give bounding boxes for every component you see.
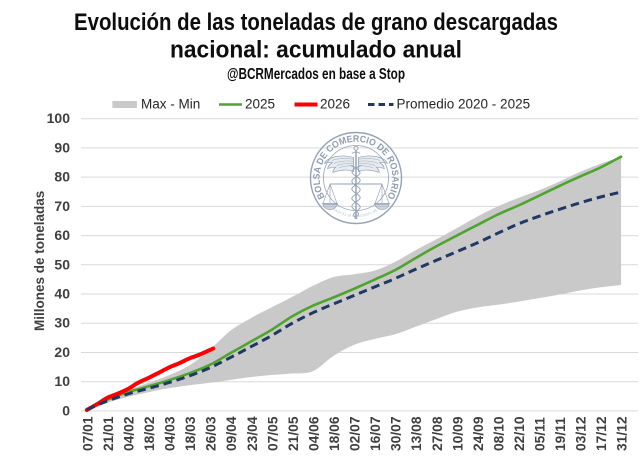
svg-text:30: 30	[54, 315, 70, 331]
svg-text:Millones de toneladas: Millones de toneladas	[32, 191, 47, 331]
svg-text:21/01: 21/01	[101, 416, 116, 451]
svg-text:90: 90	[54, 139, 70, 155]
svg-text:19/11: 19/11	[553, 417, 568, 451]
svg-text:03/12: 03/12	[574, 416, 589, 451]
svg-text:24/09: 24/09	[471, 416, 486, 451]
svg-text:26/03: 26/03	[204, 416, 219, 451]
svg-text:60: 60	[54, 227, 70, 243]
svg-text:80: 80	[54, 169, 70, 185]
svg-text:04/06: 04/06	[307, 416, 322, 451]
svg-text:16/07: 16/07	[368, 416, 383, 451]
svg-text:05/11: 05/11	[533, 417, 548, 451]
svg-text:09/04: 09/04	[224, 416, 239, 451]
svg-text:@BCRMercados en base a Stop: @BCRMercados en base a Stop	[227, 66, 405, 83]
svg-text:18/03: 18/03	[183, 416, 198, 451]
svg-text:30/07: 30/07	[389, 416, 404, 451]
svg-text:04/03: 04/03	[163, 416, 178, 451]
svg-text:Max - Min: Max - Min	[141, 97, 200, 112]
svg-text:Promedio 2020 - 2025: Promedio 2020 - 2025	[397, 97, 531, 112]
svg-text:2026: 2026	[320, 97, 350, 112]
svg-text:08/10: 08/10	[491, 416, 506, 451]
svg-text:13/08: 13/08	[409, 416, 424, 451]
svg-text:07/05: 07/05	[265, 416, 280, 451]
svg-text:18/06: 18/06	[327, 416, 342, 451]
svg-text:21/05: 21/05	[286, 416, 301, 451]
svg-text:2025: 2025	[245, 97, 275, 112]
svg-text:70: 70	[54, 198, 70, 214]
svg-text:20: 20	[54, 344, 70, 360]
svg-text:27/08: 27/08	[430, 416, 445, 451]
svg-text:22/10: 22/10	[512, 416, 527, 451]
svg-text:40: 40	[54, 286, 70, 302]
svg-text:31/12: 31/12	[615, 416, 630, 451]
svg-text:100: 100	[47, 110, 71, 126]
svg-text:17/12: 17/12	[594, 416, 609, 451]
svg-text:23/04: 23/04	[245, 416, 260, 451]
svg-text:18/02: 18/02	[142, 416, 157, 451]
svg-text:10: 10	[54, 373, 70, 389]
svg-text:Evolución de las toneladas de: Evolución de las toneladas de grano desc…	[74, 9, 558, 36]
svg-text:0: 0	[62, 402, 70, 418]
svg-text:10/09: 10/09	[450, 416, 465, 451]
svg-text:50: 50	[54, 256, 70, 272]
svg-text:nacional: acumulado anual: nacional: acumulado anual	[170, 37, 462, 64]
svg-text:02/07: 02/07	[348, 416, 363, 451]
svg-text:04/02: 04/02	[122, 416, 137, 451]
svg-text:07/01: 07/01	[80, 416, 95, 451]
